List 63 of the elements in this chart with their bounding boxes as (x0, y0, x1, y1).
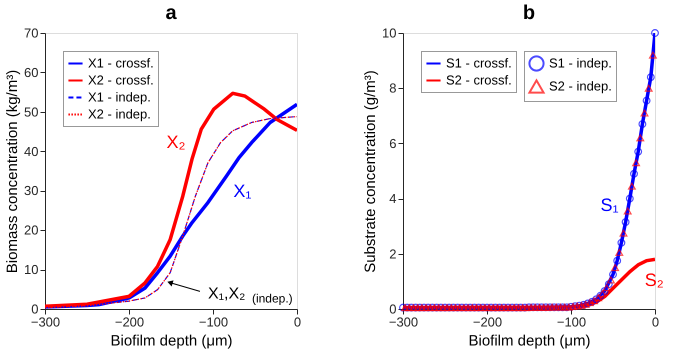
point (430, 304, 438, 312)
y-tick-label: 10 (24, 262, 38, 278)
point (615, 248, 624, 256)
point (410, 304, 418, 312)
point (536, 304, 544, 311)
legend-label: S2 - indep. (549, 78, 612, 94)
legend-label: S2 - crossf. (446, 72, 512, 88)
y-tick-label: 30 (24, 183, 38, 198)
legend-label: X1 - indep. (88, 90, 151, 104)
x-axis-title: Biofilm depth (μm) (110, 332, 233, 350)
y-axis-title: Biomass concentration (kg/m³) (4, 70, 22, 274)
point (598, 290, 606, 298)
legend-label: S1 - indep. (549, 56, 612, 70)
annotation: S₁ (600, 195, 619, 216)
y-tick-label: 0 (31, 302, 38, 316)
y-axis-title: Substrate concentration (g/m³) (362, 70, 380, 273)
x-axis-title: Biofilm depth (μm) (468, 332, 591, 350)
point (606, 276, 615, 284)
annotation: S₂ (644, 270, 664, 290)
y-tick-label: 20 (24, 222, 38, 238)
legend-label: X1 - crossf. (88, 56, 154, 70)
x-tick-label: −200 (472, 314, 502, 330)
x-tick-label: −100 (556, 314, 586, 330)
legend-label: S1 - crossf. (446, 56, 512, 70)
y-tick-label: 2 (389, 246, 396, 262)
chart-title: a (165, 2, 178, 24)
point (514, 304, 522, 312)
y-tick-label: 10 (382, 26, 396, 40)
annotation: X₂ (166, 132, 186, 152)
x-tick-label: −200 (114, 314, 144, 330)
y-tick-label: 6 (389, 136, 396, 151)
x-tick-label: 0 (652, 314, 660, 330)
point (628, 182, 636, 190)
y-tick-label: 0 (389, 302, 396, 316)
point (640, 110, 648, 117)
point (494, 304, 502, 312)
legend-label: X2 - crossf. (88, 72, 154, 88)
point (620, 230, 628, 237)
x-tick-label: 0 (294, 314, 302, 330)
point (578, 302, 586, 309)
point (624, 208, 632, 215)
point (556, 304, 564, 311)
legend-label: X2 - indep. (88, 106, 151, 122)
y-tick-label: 60 (24, 64, 38, 80)
annotation: X₁ (233, 181, 252, 202)
point (452, 304, 460, 312)
y-tick-label: 4 (389, 191, 396, 206)
point (602, 284, 611, 292)
point (611, 264, 620, 272)
x-tick-label: −300 (30, 314, 60, 330)
x-tick-label: −100 (198, 314, 228, 330)
point (632, 159, 640, 166)
chart-title: b (522, 2, 536, 24)
point (472, 304, 480, 312)
x-tick-label: −300 (388, 314, 418, 330)
annotation: X₁,X₂(indep.) (208, 285, 293, 306)
y-tick-label: 50 (24, 104, 38, 120)
y-tick-label: 8 (389, 80, 396, 96)
point (644, 84, 653, 92)
y-tick-label: 70 (24, 26, 38, 40)
point (648, 52, 657, 59)
y-tick-label: 40 (24, 144, 38, 159)
point (636, 134, 644, 142)
